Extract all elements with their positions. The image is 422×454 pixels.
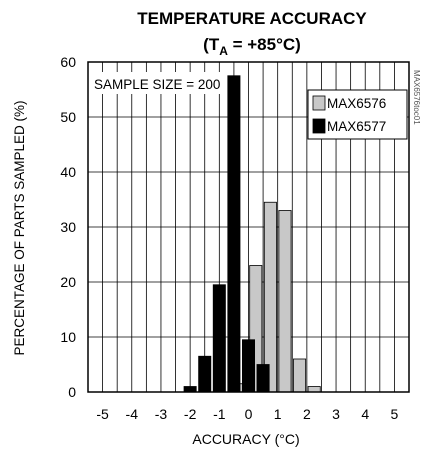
x-tick-label: 1 [274,406,282,422]
x-tick-label: 2 [303,406,311,422]
legend-swatch-max6576 [312,95,326,111]
x-tick-label: -1 [213,406,226,422]
bars [183,75,321,393]
plot-frame [87,61,410,393]
y-tick-labels: 0 10 20 30 40 50 60 [60,54,76,400]
y-tick-label: 0 [68,384,76,400]
bar-max6576-2_25 [307,386,321,393]
legend-swatch-max6577 [312,118,326,134]
y-tick-label: 10 [60,329,76,345]
legend: MAX6576 MAX6577 [307,89,408,140]
chart-subtitle: (TA = +85°C) [203,35,301,58]
x-tick-label: -2 [184,406,197,422]
bar-max6577-0_5 [256,364,270,393]
x-tick-labels: -5 -4 -3 -2 -1 0 1 2 3 4 5 [96,406,398,422]
bar-max6577--1_5 [198,355,212,393]
x-tick-label: -4 [126,406,139,422]
y-tick-label: 20 [60,274,76,290]
bar-max6576-1_25 [278,210,292,393]
x-tick-label: 3 [332,406,340,422]
sample-size-box: SAMPLE SIZE = 200 [89,72,225,94]
y-tick-label: 30 [60,219,76,235]
subtitle-subscript: A [219,44,228,58]
x-tick-label: 4 [361,406,369,422]
legend-label-max6577: MAX6577 [327,119,386,134]
watermark-code: MAX6576toc01 [412,70,421,125]
bar-max6577--0_5 [227,75,241,393]
bar-max6577--1 [212,284,226,393]
bar-max6576-1_75 [293,358,307,393]
y-axis-label: PERCENTAGE OF PARTS SAMPLED (%) [12,100,27,355]
bar-max6577--2 [183,386,197,393]
sample-size-annotation: SAMPLE SIZE = 200 [94,77,220,92]
subtitle-suffix: = +85°C) [228,35,301,54]
subtitle-prefix: (T [203,35,220,54]
bar-max6576-0_75 [263,201,277,393]
y-tick-label: 40 [60,164,76,180]
x-axis-label: ACCURACY (°C) [192,431,299,447]
grid [88,62,409,392]
y-tick-label: 60 [60,54,76,70]
y-tick-label: 50 [60,109,76,125]
x-tick-label: 5 [391,406,399,422]
legend-label-max6576: MAX6576 [327,96,386,111]
x-tick-label: 0 [245,406,253,422]
chart-title: TEMPERATURE ACCURACY [137,9,367,28]
x-tick-label: -3 [155,406,168,422]
x-tick-label: -5 [96,406,109,422]
bar-max6577-0 [242,339,255,393]
